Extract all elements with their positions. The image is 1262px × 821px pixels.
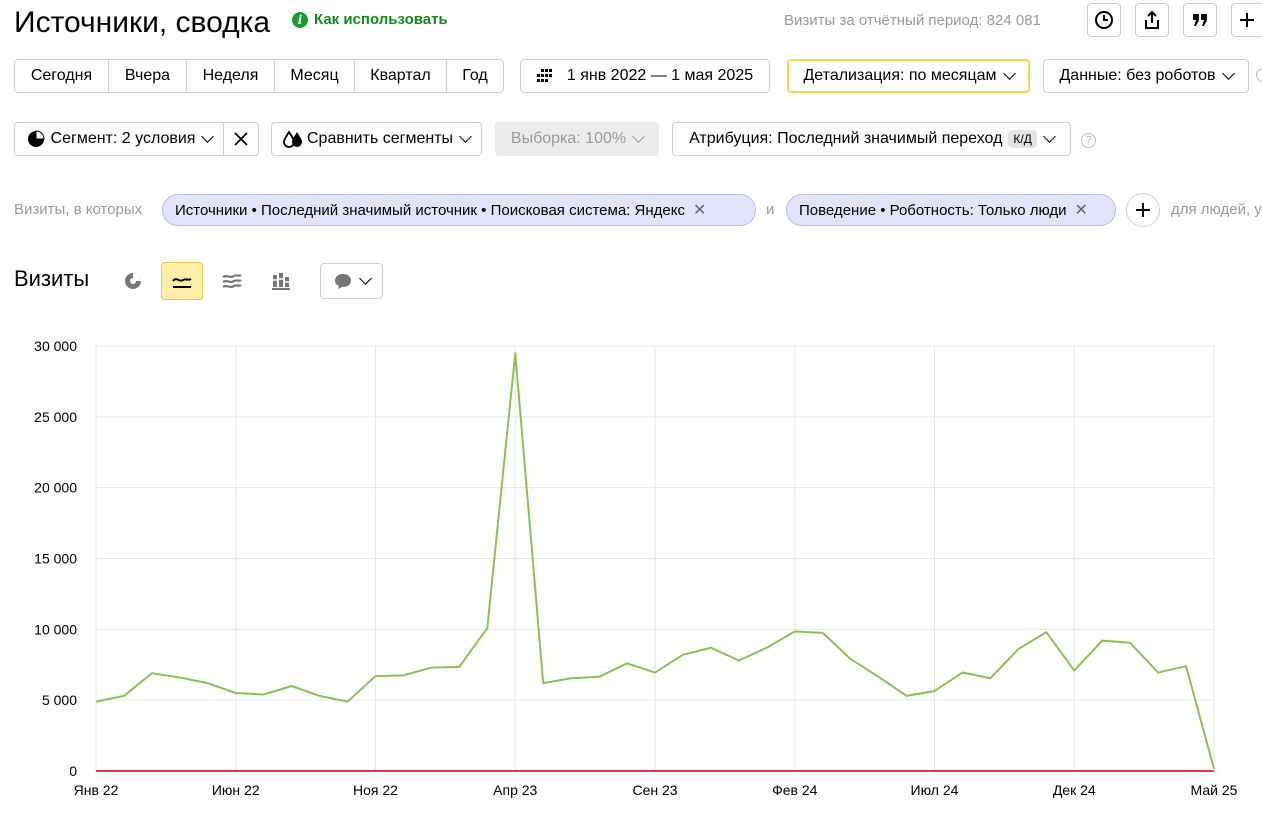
x-axis-ticks: Янв 22 Июн 22 Ноя 22 Апр 23 Сен 23 Фев 24 Июл … [74, 782, 1238, 798]
comment-icon [335, 274, 351, 289]
chevron-down-icon [1043, 130, 1056, 143]
x-tick-label: Дек 24 [1053, 782, 1096, 798]
y-tick-label: 20 000 [34, 480, 77, 496]
add-filter-button[interactable] [1126, 193, 1160, 227]
chart-grid [95, 345, 1215, 772]
add-widget-button[interactable] [1231, 3, 1262, 37]
period-year[interactable]: Год [462, 67, 488, 84]
y-tick-label: 25 000 [34, 409, 77, 425]
series-line-visits[interactable] [95, 352, 1215, 770]
y-axis-ticks: 0 5 000 10 000 15 000 20 000 25 000 30 000 [34, 338, 77, 779]
export-button[interactable] [1135, 3, 1169, 37]
y-tick-label: 15 000 [34, 551, 77, 567]
attribution-label: Атрибуция: Последний значимый переход [689, 130, 1003, 147]
filter-chip-robots[interactable]: Поведение • Роботность: Только люди ✕ [786, 194, 1116, 226]
how-to-use-label: Как использовать [314, 11, 448, 28]
page-title: Источники, сводка [14, 6, 271, 39]
close-icon[interactable]: ✕ [1074, 202, 1088, 219]
x-tick-label: Ноя 22 [353, 782, 398, 798]
attribution-help-icon[interactable]: ? [1081, 133, 1096, 148]
sample-dropdown[interactable]: Выборка: 100% [495, 122, 659, 156]
period-month[interactable]: Месяц [275, 60, 355, 92]
sample-label: Выборка: 100% [510, 130, 627, 147]
x-tick-label: Сен 23 [632, 782, 677, 798]
plus-icon [1240, 13, 1254, 27]
history-button[interactable] [1087, 3, 1121, 37]
date-range-button[interactable]: 1 янв 2022 — 1 мая 2025 [520, 59, 770, 93]
x-tick-label: Янв 22 [74, 782, 119, 798]
filter-suffix: для людей, у [1171, 201, 1262, 218]
x-tick-label: Фев 24 [772, 782, 818, 798]
line-chart-icon [172, 278, 192, 288]
x-tick-label: Июн 22 [212, 782, 260, 798]
pie-chart-icon [125, 273, 141, 289]
x-tick-label: Июл 24 [911, 782, 959, 798]
segment-clear-button[interactable] [223, 122, 259, 156]
how-to-use-link[interactable]: i Как использовать [292, 11, 448, 28]
annotations-dropdown[interactable] [320, 263, 383, 299]
plus-icon [1136, 203, 1150, 217]
compare-segments-label: Сравнить сегменты [306, 130, 454, 147]
chevron-down-icon [459, 130, 472, 143]
close-icon [234, 132, 248, 146]
area-view-button[interactable] [211, 262, 253, 300]
clock-icon [1095, 11, 1113, 29]
filter-prefix: Визиты, в которых [14, 201, 143, 218]
export-icon [1145, 10, 1159, 29]
compare-segments-dropdown[interactable]: Сравнить сегменты [271, 122, 482, 156]
close-icon[interactable]: ✕ [692, 202, 707, 219]
chevron-down-icon [359, 272, 372, 285]
bar-view-button[interactable] [260, 262, 302, 300]
annotation-button[interactable] [1183, 3, 1217, 37]
data-filter-dropdown[interactable]: Данные: без роботов [1043, 59, 1249, 93]
y-tick-label: 0 [69, 763, 77, 779]
chevron-down-icon [1221, 67, 1235, 80]
pie-segment-icon [27, 130, 45, 147]
period-selector: Сегодня Вчера Неделя Месяц Квартал Год [14, 59, 504, 93]
filter-chip-label: Поведение • Роботность: Только люди [799, 201, 1067, 219]
drops-icon [283, 130, 302, 148]
date-range-label: 1 янв 2022 — 1 мая 2025 [566, 67, 754, 84]
period-quarter[interactable]: Квартал [355, 60, 447, 92]
period-yesterday[interactable]: Вчера [109, 60, 187, 92]
chart-series [95, 352, 1215, 772]
attribution-dropdown[interactable]: Атрибуция: Последний значимый переход К/… [672, 122, 1071, 156]
visits-total: Визиты за отчётный период: 824 081 [784, 12, 1041, 29]
filter-joiner: и [766, 201, 775, 218]
stacked-bar-icon [272, 273, 290, 290]
attribution-badge: К/Д [1008, 130, 1037, 148]
y-tick-label: 30 000 [34, 338, 77, 354]
y-tick-label: 5 000 [42, 692, 77, 708]
period-week[interactable]: Неделя [187, 60, 275, 92]
x-tick-label: Май 25 [1191, 782, 1238, 798]
help-icon[interactable] [1256, 68, 1262, 82]
chevron-down-icon [1002, 67, 1016, 80]
x-tick-label: Апр 23 [493, 782, 537, 798]
line-view-button[interactable] [161, 262, 203, 300]
calendar-icon [536, 69, 552, 82]
y-tick-label: 10 000 [34, 621, 77, 637]
chart-title: Визиты [14, 266, 90, 291]
detail-label: Детализация: по месяцам [803, 67, 997, 84]
data-filter-label: Данные: без роботов [1059, 67, 1216, 84]
pie-view-button[interactable] [112, 262, 154, 300]
visits-line-chart: 0 5 000 10 000 15 000 20 000 25 000 30 000 Янв… [34, 338, 1238, 798]
chevron-down-icon [201, 130, 215, 143]
filter-chip-source[interactable]: Источники • Последний значимый источник … [162, 194, 756, 226]
annotation-icon [1193, 14, 1207, 26]
info-icon: i [292, 11, 308, 28]
detail-dropdown[interactable]: Детализация: по месяцам [787, 59, 1030, 93]
chevron-down-icon [632, 130, 645, 143]
segment-label: Сегмент: 2 условия [50, 130, 196, 147]
filter-chip-label: Источники • Последний значимый источник … [175, 201, 685, 219]
segment-dropdown[interactable]: Сегмент: 2 условия [14, 122, 225, 156]
stacked-area-icon [222, 274, 242, 289]
period-today[interactable]: Сегодня [15, 60, 109, 92]
